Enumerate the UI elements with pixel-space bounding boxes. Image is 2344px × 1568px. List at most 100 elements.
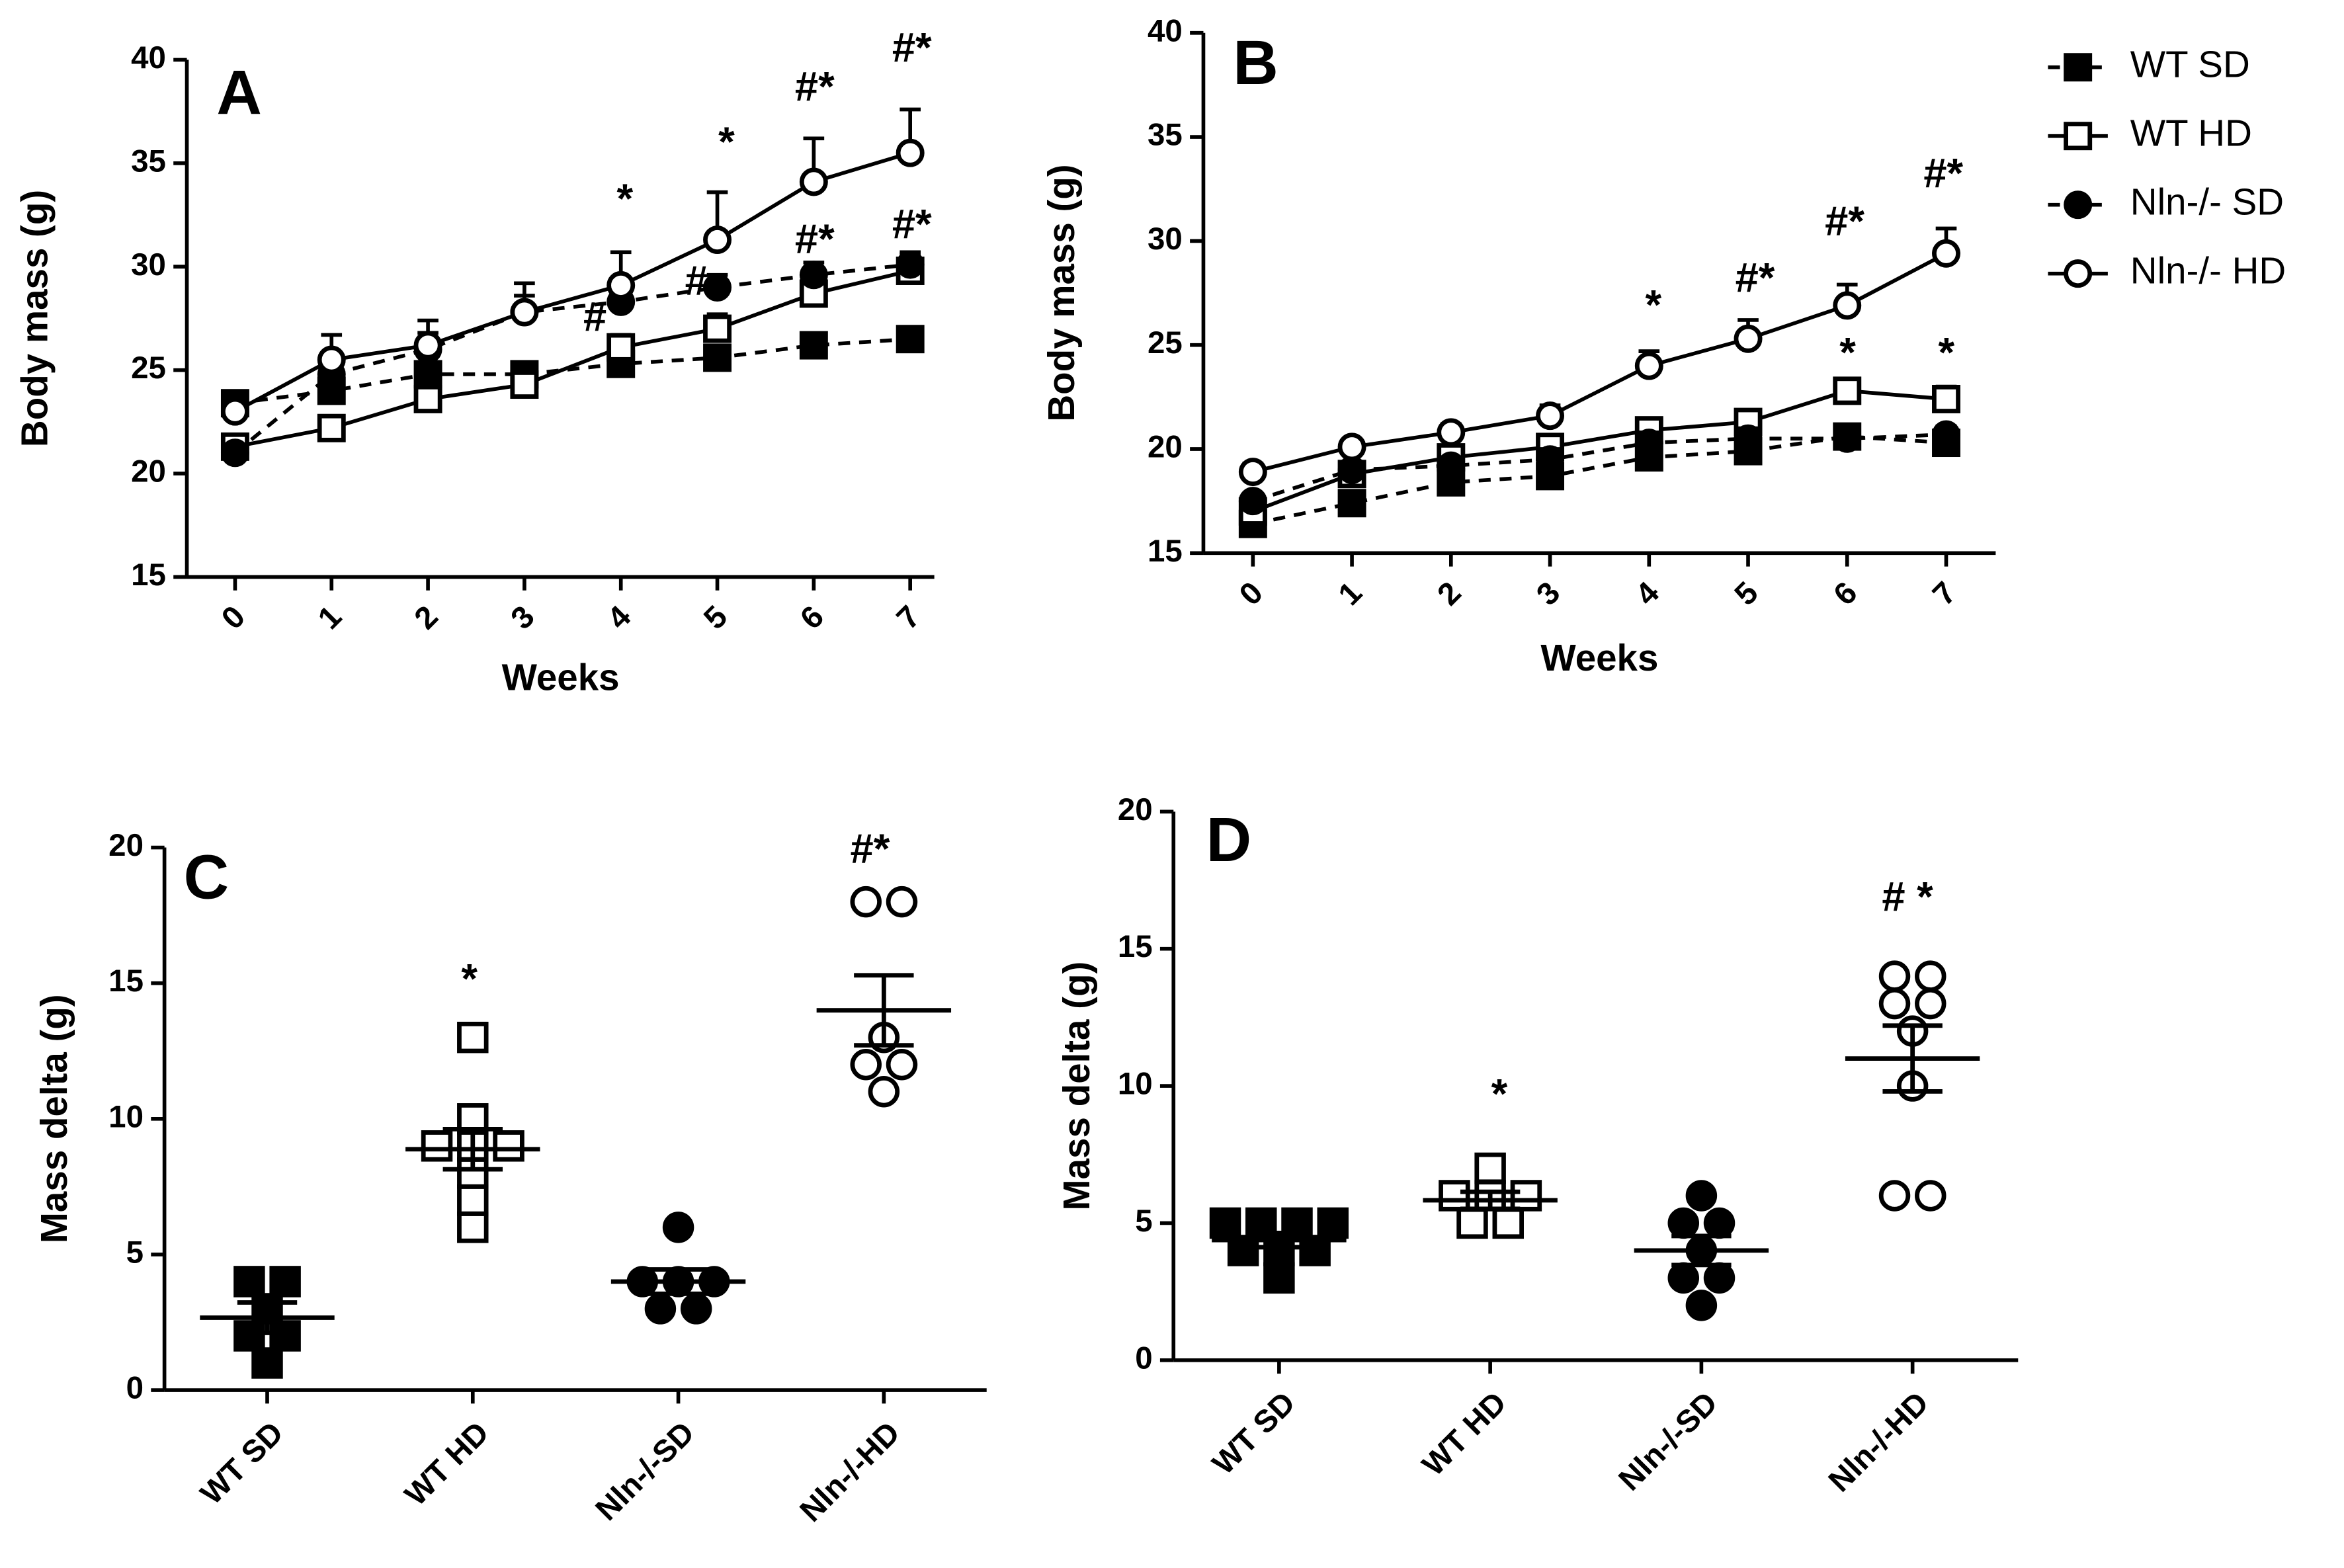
annotation: #* xyxy=(1736,255,1775,302)
y-axis-label: Mass delta (g) xyxy=(33,994,75,1243)
series-line xyxy=(234,268,911,449)
marker xyxy=(317,345,346,374)
marker xyxy=(1337,489,1366,518)
marker xyxy=(1437,418,1466,447)
y-tick-label: 25 xyxy=(131,351,166,386)
marker xyxy=(799,261,828,290)
marker xyxy=(2064,259,2093,288)
x-tick-label: 1 xyxy=(312,599,349,636)
x-tick-label: 0 xyxy=(215,599,252,636)
marker xyxy=(1492,1207,1524,1239)
marker xyxy=(896,325,925,354)
marker xyxy=(1685,1290,1718,1321)
marker xyxy=(1932,385,1960,413)
marker xyxy=(1238,458,1267,487)
marker xyxy=(703,343,732,372)
legend-label: Nln-/- SD xyxy=(2130,181,2284,223)
marker xyxy=(1437,451,1466,480)
marker xyxy=(886,886,918,918)
y-tick-label: 20 xyxy=(131,454,166,489)
marker xyxy=(1536,401,1565,431)
annotation: #* xyxy=(892,201,932,247)
annotation: * xyxy=(1839,330,1856,376)
x-tick-label: Nln-/-HD xyxy=(793,1415,907,1529)
y-axis-label: Body mass (g) xyxy=(13,190,55,447)
marker xyxy=(1878,987,1911,1020)
y-tick-label: 15 xyxy=(1118,929,1153,964)
marker xyxy=(510,370,539,399)
annotation: #* xyxy=(1825,198,1864,245)
marker xyxy=(493,1130,524,1162)
marker xyxy=(1878,960,1911,992)
marker xyxy=(413,384,442,413)
marker xyxy=(1634,351,1663,380)
y-tick-label: 30 xyxy=(131,247,166,282)
x-tick-label: 5 xyxy=(1728,575,1765,612)
marker xyxy=(644,1293,677,1325)
x-tick-label: 4 xyxy=(601,598,638,636)
annotation: * xyxy=(718,119,735,165)
marker xyxy=(1209,1207,1241,1239)
y-tick-label: 0 xyxy=(1135,1341,1152,1376)
marker xyxy=(251,1347,283,1379)
y-tick-label: 10 xyxy=(1118,1067,1153,1102)
x-tick-label: 3 xyxy=(1530,575,1567,612)
x-tick-label: Nln-/-HD xyxy=(1822,1385,1936,1499)
marker xyxy=(886,1049,918,1081)
marker xyxy=(457,1021,489,1053)
x-tick-label: 7 xyxy=(1926,575,1963,612)
marker xyxy=(1878,1180,1911,1212)
x-tick-label: 5 xyxy=(697,599,734,636)
y-tick-label: 20 xyxy=(1118,792,1153,827)
marker xyxy=(662,1212,694,1243)
x-tick-label: 0 xyxy=(1233,575,1270,612)
annotation: * xyxy=(461,956,478,1003)
marker xyxy=(269,1320,301,1352)
marker xyxy=(607,270,636,300)
x-tick-label: 7 xyxy=(890,599,927,636)
y-tick-label: 15 xyxy=(131,557,166,593)
marker xyxy=(1337,433,1366,462)
y-tick-label: 40 xyxy=(131,40,166,75)
panel-label: C xyxy=(184,843,230,913)
marker xyxy=(1337,455,1366,484)
annotation: #* xyxy=(851,826,890,872)
sem-bar xyxy=(1460,1189,1521,1212)
marker xyxy=(1932,420,1960,449)
annotation: #* xyxy=(795,216,835,263)
sem-bar xyxy=(442,1126,503,1172)
sem-bar xyxy=(1882,1023,1943,1094)
marker xyxy=(799,331,828,360)
panel-label: D xyxy=(1206,805,1252,875)
legend-label: Nln-/- HD xyxy=(2130,250,2286,292)
marker xyxy=(1833,376,1862,405)
annotation: #* xyxy=(1923,150,1963,196)
marker xyxy=(896,250,925,279)
marker xyxy=(1833,291,1862,320)
marker xyxy=(317,376,346,405)
marker xyxy=(2064,190,2093,220)
series-line xyxy=(234,151,911,413)
marker xyxy=(1833,424,1862,453)
marker xyxy=(510,298,539,327)
marker xyxy=(799,167,828,196)
marker xyxy=(220,438,249,468)
marker xyxy=(413,360,442,389)
marker xyxy=(1667,1262,1700,1294)
y-tick-label: 35 xyxy=(1148,118,1183,153)
series-line xyxy=(1252,251,1947,474)
y-tick-label: 20 xyxy=(1148,430,1183,465)
x-tick-label: 1 xyxy=(1332,575,1369,612)
annotation: * xyxy=(616,176,633,222)
marker xyxy=(1439,1180,1470,1212)
marker xyxy=(1634,429,1663,458)
y-tick-label: 15 xyxy=(108,964,144,999)
marker xyxy=(1474,1152,1506,1184)
marker xyxy=(421,1130,453,1162)
x-tick-label: Nln-/-SD xyxy=(589,1415,701,1528)
marker xyxy=(703,273,732,302)
y-tick-label: 40 xyxy=(1148,13,1183,48)
marker xyxy=(1915,1180,1946,1212)
marker xyxy=(1263,1262,1295,1294)
